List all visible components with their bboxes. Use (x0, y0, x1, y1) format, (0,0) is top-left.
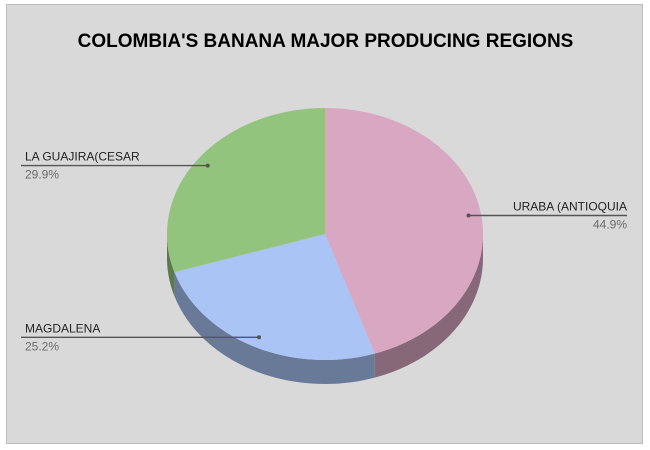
pie-side-2 (167, 234, 175, 297)
slice-label-2: LA GUAJIRA(CESAR (25, 150, 140, 164)
pie-chart: URABA (ANTIOQUIA 44.9% MAGDALENA 25.2% LA GU… (21, 108, 627, 384)
slice-label-1: MAGDALENA (25, 321, 100, 335)
chart-area: COLOMBIA'S BANANA MAJOR PRODUCING REGION… (6, 4, 643, 444)
pie-slice-1 (174, 234, 375, 361)
pie-side-0 (374, 234, 483, 378)
chart-title: COLOMBIA'S BANANA MAJOR PRODUCING REGION… (77, 31, 574, 52)
leader-dot-2 (205, 163, 210, 168)
leader-dot-1 (257, 335, 261, 340)
pie-slice-2 (167, 108, 325, 273)
pie-side-1 (174, 272, 375, 384)
slice-value-2: 29.9% (25, 168, 59, 182)
slice-value-0: 44.9% (593, 218, 627, 232)
leader-dot-0 (466, 213, 471, 218)
slice-value-1: 25.2% (25, 339, 59, 353)
pie-slice-0 (325, 108, 484, 354)
slice-label-0: URABA (ANTIOQUIA (513, 200, 627, 214)
